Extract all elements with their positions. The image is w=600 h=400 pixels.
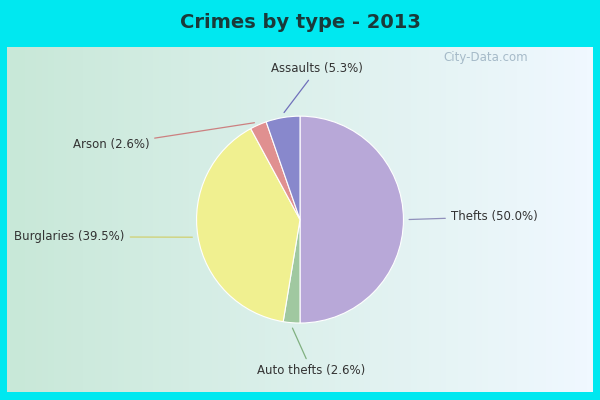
- Text: Arson (2.6%): Arson (2.6%): [73, 123, 254, 151]
- Text: Assaults (5.3%): Assaults (5.3%): [271, 62, 363, 112]
- Wedge shape: [197, 129, 300, 322]
- Text: Auto thefts (2.6%): Auto thefts (2.6%): [257, 328, 365, 377]
- Text: Thefts (50.0%): Thefts (50.0%): [409, 210, 538, 223]
- Wedge shape: [283, 220, 300, 323]
- Text: Burglaries (39.5%): Burglaries (39.5%): [14, 230, 193, 243]
- Wedge shape: [300, 116, 403, 323]
- Wedge shape: [266, 116, 300, 220]
- Text: City-Data.com: City-Data.com: [443, 52, 529, 64]
- Text: Crimes by type - 2013: Crimes by type - 2013: [179, 12, 421, 32]
- Wedge shape: [251, 122, 300, 220]
